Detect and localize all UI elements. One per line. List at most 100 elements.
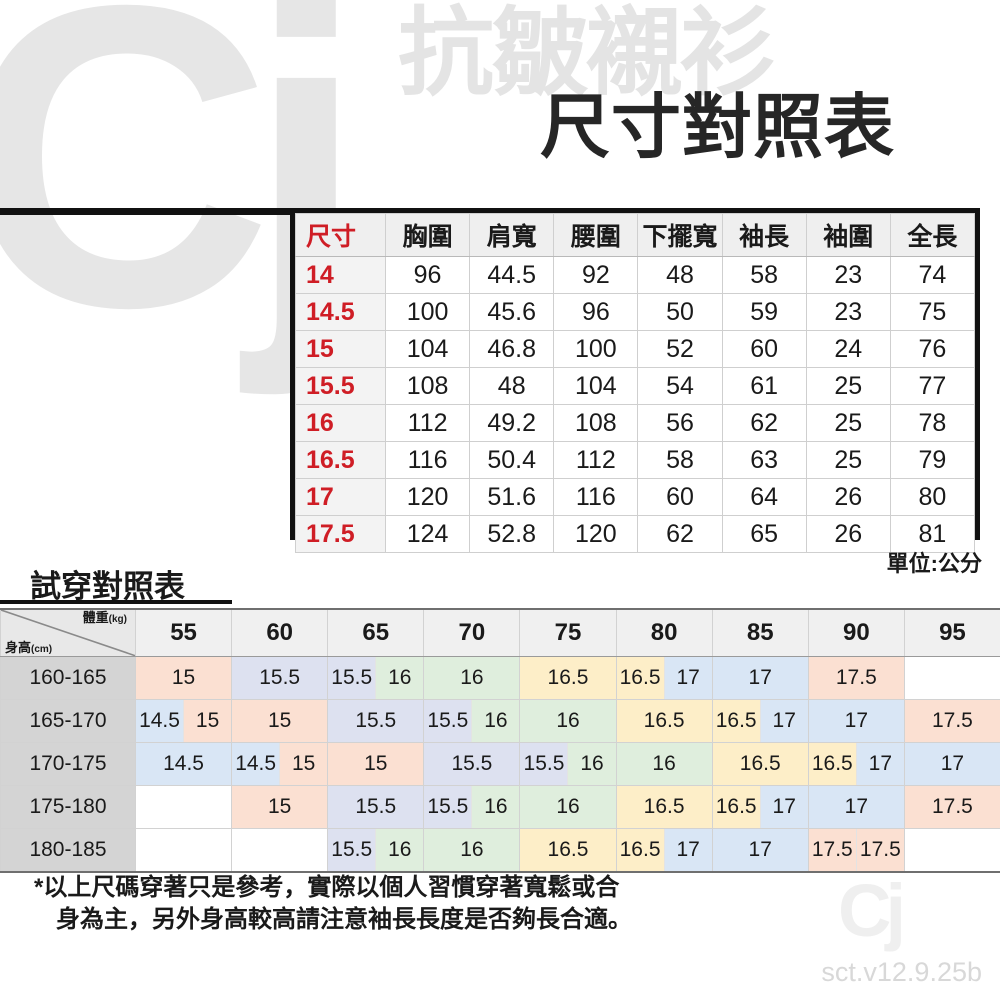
fitting-split-cell: 16.5 17 <box>807 742 905 786</box>
fitting-split-cell: 14.5 15 <box>231 742 329 786</box>
size-value-cell: 96 <box>553 293 639 331</box>
table-row: 170-175 14.5 14.5 15 15 15.5 15.5 16 16 16.5 16.5 1… <box>0 742 1000 786</box>
weight-col-header: 75 <box>519 608 617 657</box>
fitting-size-cell: 17.5 <box>807 656 905 700</box>
fitting-chart-title: 試穿對照表 <box>30 569 185 604</box>
size-col-header-size: 尺寸 <box>295 213 386 257</box>
size-value-cell: 45.6 <box>469 293 555 331</box>
table-row: 165-170 14.5 15 15 15.5 15.5 16 16 16.5 16.5 17 17 1… <box>0 699 1000 743</box>
size-label-cell: 15 <box>295 330 386 368</box>
fitting-size-cell: 15.5 <box>423 742 521 786</box>
fitting-size-value: 16 <box>472 786 520 828</box>
fitting-size-cell: 17 <box>711 656 809 700</box>
size-label-cell: 16 <box>295 404 386 442</box>
size-value-cell: 60 <box>721 330 807 368</box>
fitting-size-value: 14.5 <box>232 743 281 785</box>
fitting-title-divider <box>0 600 232 604</box>
table-row: 175-180 15 15.5 15.5 16 16 16.5 16.5 17 17 17.5 <box>0 785 1000 829</box>
fitting-size-cell <box>231 828 329 873</box>
size-label-cell: 14 <box>295 256 386 294</box>
fitting-size-cell: 14.5 <box>134 742 233 786</box>
fitting-size-cell: 15.5 <box>231 656 329 700</box>
fitting-size-value: 16.5 <box>712 786 761 828</box>
size-value-cell: 80 <box>889 478 976 516</box>
fitting-size-value: 16.5 <box>712 700 761 742</box>
fitting-size-cell: 17 <box>807 785 905 829</box>
height-range-cell: 180-185 <box>0 828 136 873</box>
height-range-cell: 170-175 <box>0 742 136 786</box>
size-chart-body: 14 96 44.5 92 48 58 23 74 14.5 100 45.6 96 50 59 23 75 1… <box>295 256 976 553</box>
fitting-size-cell: 16 <box>423 656 521 700</box>
size-value-cell: 50.4 <box>469 441 555 479</box>
size-chart-table: 尺寸 胸圍 肩寬 腰圍 下擺寬 袖長 袖圍 全長 14 96 44.5 92 48 58 2… <box>295 213 976 553</box>
fitting-size-cell: 16 <box>519 699 617 743</box>
size-col-header-shoulder: 肩寬 <box>469 213 555 257</box>
size-label-cell: 14.5 <box>295 293 386 331</box>
fitting-size-value: 17.5 <box>856 829 904 871</box>
fitting-chart-table: 體重(kg) 身高(cm) 55 60 65 70 75 80 85 90 95 160-165… <box>0 608 1000 873</box>
height-range-cell: 160-165 <box>0 656 136 700</box>
fitting-size-cell: 16 <box>615 742 713 786</box>
fitting-size-cell: 15 <box>327 742 425 786</box>
fitting-size-value: 16 <box>376 829 424 871</box>
weight-col-header: 90 <box>807 608 905 657</box>
table-row: 15.5 108 48 104 54 61 25 77 <box>295 367 976 405</box>
fitting-split-cell: 15.5 16 <box>327 656 425 700</box>
fitting-size-cell: 15 <box>231 699 329 743</box>
size-value-cell: 58 <box>721 256 807 294</box>
fitting-size-cell: 15 <box>231 785 329 829</box>
size-value-cell: 104 <box>553 367 639 405</box>
fitting-size-value: 16 <box>376 657 424 699</box>
fitting-size-cell: 17.5 <box>903 699 1000 743</box>
fitting-chart-container: 體重(kg) 身高(cm) 55 60 65 70 75 80 85 90 95 160-165… <box>0 608 1000 873</box>
size-value-cell: 56 <box>637 404 723 442</box>
size-value-cell: 62 <box>721 404 807 442</box>
fitting-size-value: 17 <box>856 743 904 785</box>
size-value-cell: 62 <box>637 515 723 553</box>
fitting-size-value: 15.5 <box>424 786 473 828</box>
size-value-cell: 63 <box>721 441 807 479</box>
size-value-cell: 124 <box>384 515 471 553</box>
size-value-cell: 104 <box>384 330 471 368</box>
size-label-cell: 17.5 <box>295 515 386 553</box>
fitting-size-value: 17.5 <box>808 829 857 871</box>
size-value-cell: 77 <box>889 367 976 405</box>
fitting-chart-head: 體重(kg) 身高(cm) 55 60 65 70 75 80 85 90 95 <box>0 608 1000 657</box>
fitting-size-value: 15.5 <box>328 829 377 871</box>
size-value-cell: 108 <box>384 367 471 405</box>
size-value-cell: 25 <box>805 441 891 479</box>
footnote-line-2: 身為主，另外身高較高請注意袖長長度是否夠長合適。 <box>56 906 632 934</box>
size-value-cell: 49.2 <box>469 404 555 442</box>
size-value-cell: 120 <box>384 478 471 516</box>
weight-col-header: 60 <box>231 608 329 657</box>
fitting-size-cell <box>134 785 233 829</box>
size-col-header-sleeve-width: 袖圍 <box>805 213 891 257</box>
size-value-cell: 96 <box>384 256 471 294</box>
fitting-corner-cell: 體重(kg) 身高(cm) <box>0 608 136 657</box>
fitting-chart-body: 160-165 15 15.5 15.5 16 16 16.5 16.5 17 17 17.5 165… <box>0 656 1000 873</box>
title-divider-rule <box>0 208 306 215</box>
fitting-size-value: 17 <box>760 786 808 828</box>
size-value-cell: 76 <box>889 330 976 368</box>
weight-col-header: 70 <box>423 608 521 657</box>
size-col-header-sleeve-length: 袖長 <box>721 213 807 257</box>
fitting-size-value: 17 <box>664 829 712 871</box>
table-row: 17.5 124 52.8 120 62 65 26 81 <box>295 515 976 553</box>
corner-height-label: 身高(cm) <box>5 639 53 655</box>
fitting-size-cell: 15.5 <box>327 785 425 829</box>
table-row: 16 112 49.2 108 56 62 25 78 <box>295 404 976 442</box>
fitting-split-cell: 15.5 16 <box>423 699 521 743</box>
size-chart-header-row: 尺寸 胸圍 肩寬 腰圍 下擺寬 袖長 袖圍 全長 <box>295 213 976 257</box>
weight-col-header: 80 <box>615 608 713 657</box>
size-value-cell: 100 <box>553 330 639 368</box>
fitting-size-value: 17 <box>760 700 808 742</box>
fitting-split-cell: 15.5 16 <box>423 785 521 829</box>
size-value-cell: 48 <box>637 256 723 294</box>
weight-col-header: 65 <box>327 608 425 657</box>
product-name-watermark: 抗皺襯衫 <box>398 0 776 107</box>
size-value-cell: 81 <box>889 515 976 553</box>
size-value-cell: 25 <box>805 367 891 405</box>
size-value-cell: 65 <box>721 515 807 553</box>
size-value-cell: 64 <box>721 478 807 516</box>
table-row: 14 96 44.5 92 48 58 23 74 <box>295 256 976 294</box>
